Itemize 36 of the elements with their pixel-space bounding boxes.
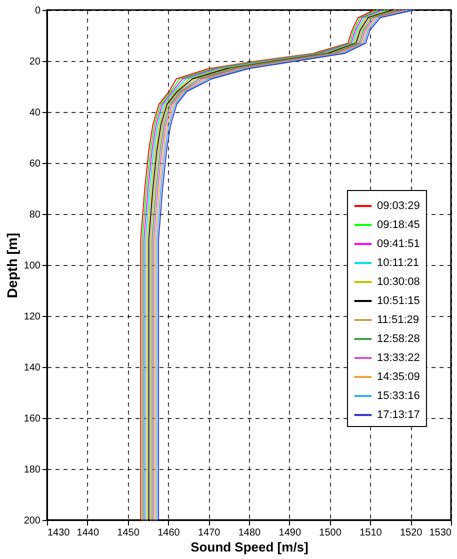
y-tick-label: 60 — [29, 158, 41, 170]
x-tick-label: 1470 — [198, 528, 221, 538]
legend-label: 09:03:29 — [377, 200, 420, 212]
y-tick-label: 100 — [24, 260, 41, 272]
y-tick-label: 80 — [29, 210, 41, 220]
x-axis-title: Sound Speed [m/s] — [190, 540, 308, 554]
y-tick-label: 160 — [24, 414, 41, 424]
legend-label: 09:41:51 — [377, 238, 420, 250]
x-tick-label: 1530 — [429, 528, 452, 538]
legend-label: 17:13:17 — [377, 409, 420, 421]
legend-label: 10:51:15 — [377, 295, 420, 307]
x-tick-label: 1450 — [117, 528, 140, 538]
legend-label: 14:35:09 — [377, 371, 420, 383]
legend-label: 15:33:16 — [377, 390, 420, 402]
x-tick-label: 1460 — [158, 528, 180, 538]
y-tick-label: 40 — [29, 108, 41, 118]
legend-label: 11:51:29 — [377, 314, 420, 326]
legend-label: 12:58:28 — [377, 333, 420, 345]
y-tick-label: 140 — [24, 362, 41, 374]
x-tick-label: 1510 — [360, 528, 382, 538]
y-tick-label: 120 — [24, 312, 41, 322]
x-tick-label: 1430 — [48, 528, 70, 538]
x-tick-label: 1480 — [238, 528, 262, 538]
y-tick-label: 0 — [34, 6, 41, 16]
legend-label: 09:18:45 — [377, 219, 420, 231]
y-tick-label: 200 — [24, 516, 41, 526]
x-tick-label: 1500 — [319, 528, 342, 538]
legend-label: 10:11:21 — [377, 257, 420, 269]
legend-label: 10:30:08 — [377, 276, 420, 288]
y-tick-label: 180 — [24, 464, 41, 476]
legend-label: 13:33:22 — [377, 352, 420, 364]
x-tick-label: 1520 — [400, 528, 423, 538]
y-axis-title: Depth [m] — [4, 232, 20, 298]
x-tick-label: 1440 — [76, 528, 100, 538]
y-tick-label: 20 — [29, 56, 41, 68]
x-tick-label: 1490 — [278, 528, 302, 538]
